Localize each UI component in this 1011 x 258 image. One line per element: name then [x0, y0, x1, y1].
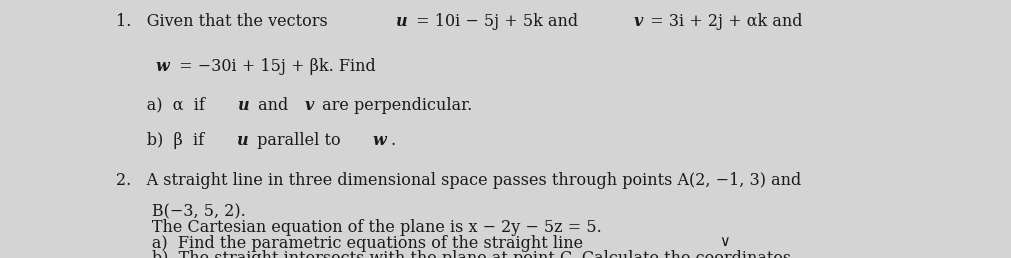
Text: u: u — [237, 132, 249, 149]
Text: = −30i + 15j + βk. Find: = −30i + 15j + βk. Find — [174, 58, 375, 75]
Text: parallel to: parallel to — [252, 132, 346, 149]
Text: are perpendicular.: are perpendicular. — [316, 97, 472, 114]
Text: = 10i − 5j + 5k and: = 10i − 5j + 5k and — [411, 13, 583, 30]
Text: and: and — [253, 97, 293, 114]
Text: 2.   A straight line in three dimensional space passes through points A(2, −1, 3: 2. A straight line in three dimensional … — [116, 172, 802, 189]
Text: v: v — [633, 13, 643, 30]
Text: a)  α  if: a) α if — [116, 97, 210, 114]
Text: .: . — [390, 132, 395, 149]
Text: ∨: ∨ — [719, 235, 730, 249]
Text: u: u — [238, 97, 249, 114]
Text: w: w — [156, 58, 170, 75]
Text: B(−3, 5, 2).: B(−3, 5, 2). — [116, 204, 246, 221]
Text: w: w — [373, 132, 386, 149]
Text: b)  β  if: b) β if — [116, 132, 209, 149]
Text: 1.   Given that the vectors: 1. Given that the vectors — [116, 13, 334, 30]
Text: b)  The straight intersects with the plane at point C. Calculate the coordinates: b) The straight intersects with the plan… — [116, 250, 792, 258]
Text: The Cartesian equation of the plane is x − 2y − 5z = 5.: The Cartesian equation of the plane is x… — [116, 219, 602, 236]
Text: = 3i + 2j + αk and: = 3i + 2j + αk and — [645, 13, 803, 30]
Text: u: u — [396, 13, 407, 30]
Text: v: v — [304, 97, 313, 114]
Text: a)  Find the parametric equations of the straight line: a) Find the parametric equations of the … — [116, 235, 583, 252]
